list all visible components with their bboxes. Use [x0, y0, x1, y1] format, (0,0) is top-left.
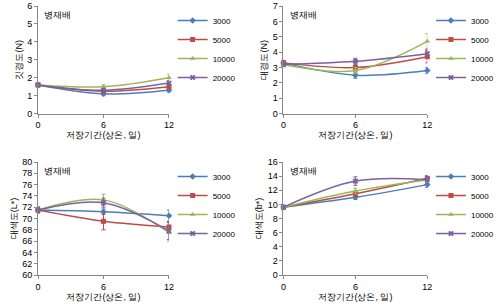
svg-text:병재배: 병재배: [44, 166, 71, 176]
svg-text:8: 8: [273, 214, 278, 224]
svg-text:5000: 5000: [213, 36, 231, 45]
svg-text:70: 70: [22, 214, 32, 224]
svg-text:4: 4: [273, 242, 278, 252]
svg-text:2: 2: [273, 78, 278, 88]
svg-text:12: 12: [422, 120, 432, 130]
svg-text:20000: 20000: [471, 230, 494, 239]
svg-text:3000: 3000: [471, 173, 489, 182]
svg-text:0: 0: [281, 120, 286, 130]
svg-text:64: 64: [22, 248, 32, 258]
svg-text:6: 6: [101, 120, 106, 130]
svg-text:12: 12: [422, 282, 432, 292]
svg-text:10000: 10000: [471, 211, 494, 220]
svg-text:10000: 10000: [213, 211, 236, 220]
svg-text:저장기간(상온, 일): 저장기간(상온, 일): [318, 292, 392, 302]
svg-text:5: 5: [27, 19, 32, 29]
svg-text:0: 0: [273, 109, 278, 119]
svg-text:3: 3: [273, 63, 278, 73]
svg-text:저장기간(상온, 일): 저장기간(상온, 일): [66, 292, 140, 302]
svg-text:병재배: 병재배: [290, 10, 317, 20]
svg-text:5: 5: [273, 32, 278, 42]
svg-text:3000: 3000: [213, 17, 231, 26]
svg-text:74: 74: [22, 191, 32, 201]
svg-text:0: 0: [35, 120, 40, 130]
svg-text:10000: 10000: [213, 55, 236, 64]
svg-text:병재배: 병재배: [290, 166, 317, 176]
svg-text:12: 12: [268, 185, 278, 195]
svg-text:3000: 3000: [471, 17, 489, 26]
svg-text:0: 0: [35, 282, 40, 292]
svg-text:5000: 5000: [471, 36, 489, 45]
svg-text:0: 0: [281, 282, 286, 292]
svg-text:3000: 3000: [213, 173, 231, 182]
svg-text:5000: 5000: [471, 192, 489, 201]
svg-text:12: 12: [164, 282, 174, 292]
svg-text:2: 2: [27, 73, 32, 83]
svg-text:6: 6: [101, 282, 106, 292]
svg-text:4: 4: [27, 37, 32, 47]
svg-text:대색도(b*): 대색도(b*): [254, 198, 264, 240]
svg-text:68: 68: [22, 225, 32, 235]
svg-text:60: 60: [22, 270, 32, 280]
svg-text:12: 12: [164, 120, 174, 130]
svg-text:2: 2: [273, 256, 278, 266]
svg-text:7: 7: [273, 1, 278, 11]
svg-text:1: 1: [27, 91, 32, 101]
svg-text:0: 0: [27, 109, 32, 119]
svg-text:10000: 10000: [471, 55, 494, 64]
svg-text:20000: 20000: [213, 230, 236, 239]
svg-text:66: 66: [22, 236, 32, 246]
svg-text:6: 6: [27, 1, 32, 11]
svg-text:병재배: 병재배: [44, 10, 71, 20]
svg-text:1: 1: [273, 93, 278, 103]
svg-text:14: 14: [268, 171, 278, 181]
svg-text:20000: 20000: [471, 74, 494, 83]
svg-text:대경도(N): 대경도(N): [259, 40, 269, 80]
svg-text:저장기간(상온, 일): 저장기간(상온, 일): [66, 130, 140, 140]
svg-text:78: 78: [22, 168, 32, 178]
svg-text:10: 10: [268, 200, 278, 210]
svg-text:72: 72: [22, 202, 32, 212]
svg-text:62: 62: [22, 259, 32, 269]
svg-text:깃경도(N): 깃경도(N): [14, 40, 24, 80]
svg-text:0: 0: [273, 270, 278, 280]
svg-text:6: 6: [273, 228, 278, 238]
svg-text:4: 4: [273, 47, 278, 57]
svg-text:저장기간(상온, 일): 저장기간(상온, 일): [318, 130, 392, 140]
svg-text:6: 6: [353, 282, 358, 292]
svg-text:6: 6: [273, 17, 278, 27]
svg-text:대색도(L*): 대색도(L*): [9, 198, 19, 240]
svg-text:16: 16: [268, 157, 278, 167]
svg-text:80: 80: [22, 157, 32, 167]
svg-text:3: 3: [27, 55, 32, 65]
svg-text:5000: 5000: [213, 192, 231, 201]
svg-text:76: 76: [22, 180, 32, 190]
svg-text:6: 6: [353, 120, 358, 130]
svg-text:20000: 20000: [213, 74, 236, 83]
